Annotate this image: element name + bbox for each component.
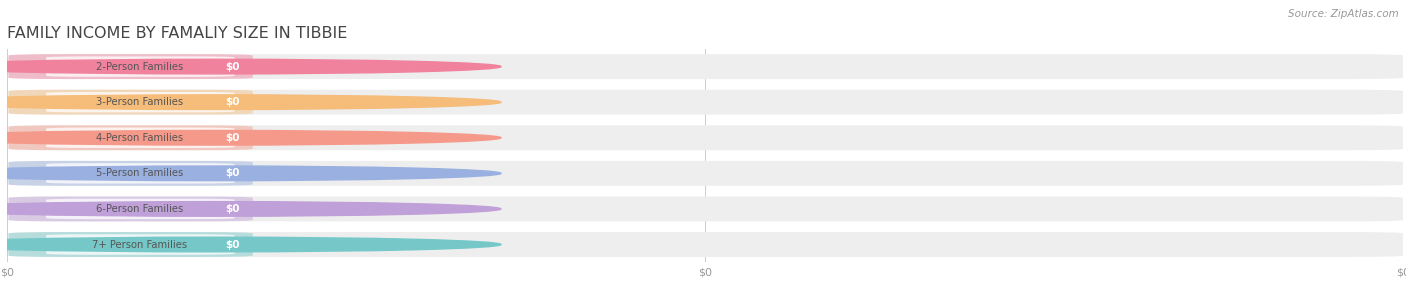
FancyBboxPatch shape [8, 54, 253, 79]
FancyBboxPatch shape [8, 161, 253, 186]
FancyBboxPatch shape [8, 161, 1403, 186]
FancyBboxPatch shape [8, 54, 1403, 79]
FancyBboxPatch shape [46, 56, 235, 77]
Circle shape [0, 202, 501, 216]
Circle shape [0, 237, 501, 252]
FancyBboxPatch shape [8, 125, 253, 150]
Circle shape [0, 95, 501, 109]
Text: 7+ Person Families: 7+ Person Families [93, 239, 187, 249]
FancyBboxPatch shape [46, 199, 235, 219]
Circle shape [0, 59, 501, 74]
FancyBboxPatch shape [8, 232, 1403, 257]
FancyBboxPatch shape [46, 92, 235, 112]
FancyBboxPatch shape [8, 232, 253, 257]
Circle shape [0, 131, 501, 145]
FancyBboxPatch shape [46, 127, 235, 148]
Text: 2-Person Families: 2-Person Families [96, 62, 183, 72]
Text: $0: $0 [226, 239, 240, 249]
FancyBboxPatch shape [46, 163, 235, 184]
FancyBboxPatch shape [46, 234, 235, 255]
Text: FAMILY INCOME BY FAMALIY SIZE IN TIBBIE: FAMILY INCOME BY FAMALIY SIZE IN TIBBIE [7, 26, 347, 41]
FancyBboxPatch shape [8, 90, 253, 115]
Text: $0: $0 [226, 204, 240, 214]
Text: $0: $0 [226, 62, 240, 72]
FancyBboxPatch shape [8, 196, 1403, 221]
Circle shape [0, 166, 501, 181]
Text: 4-Person Families: 4-Person Families [96, 133, 183, 143]
FancyBboxPatch shape [8, 125, 1403, 150]
Text: 3-Person Families: 3-Person Families [96, 97, 183, 107]
Text: $0: $0 [226, 133, 240, 143]
Text: 5-Person Families: 5-Person Families [96, 168, 183, 178]
Text: $0: $0 [226, 97, 240, 107]
Text: 6-Person Families: 6-Person Families [96, 204, 183, 214]
Text: Source: ZipAtlas.com: Source: ZipAtlas.com [1288, 9, 1399, 19]
FancyBboxPatch shape [8, 196, 253, 221]
Text: $0: $0 [226, 168, 240, 178]
FancyBboxPatch shape [8, 90, 1403, 115]
